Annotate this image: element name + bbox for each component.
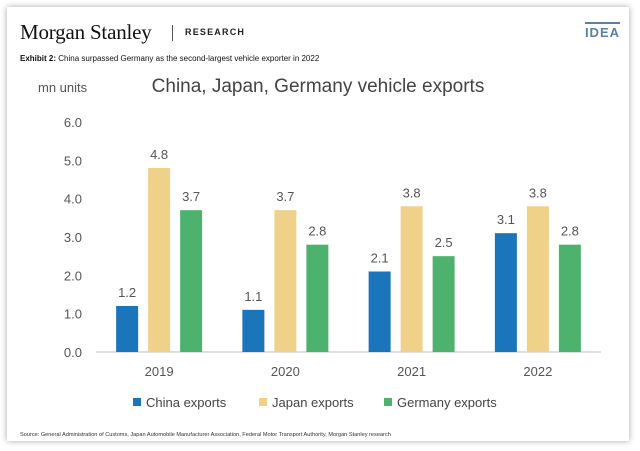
bars-group: 1.2 4.8 3.7 1.1 3.7 2.8 2.1 3.8 2.5 3.1 3.8 2.8 [116, 147, 581, 352]
y-tick-label: 6.0 [64, 115, 82, 130]
bar [148, 168, 171, 352]
y-tick-label: 3.0 [64, 230, 82, 245]
legend-label: China exports [146, 395, 227, 410]
bar [432, 256, 455, 352]
y-tick-label: 1.0 [64, 307, 82, 322]
bar [242, 309, 265, 352]
bar [558, 244, 581, 352]
y-tick-label: 0.0 [64, 345, 82, 360]
data-label: 1.1 [244, 289, 262, 304]
y-tick-label: 2.0 [64, 268, 82, 283]
brand-logo: Morgan Stanley [20, 20, 152, 44]
bar [180, 210, 203, 352]
legend-label: Germany exports [397, 395, 497, 410]
x-axis-ticks: 2019 2020 2021 2022 [145, 364, 553, 379]
exhibit-number: Exhibit 2: [20, 54, 57, 63]
bar [306, 244, 329, 352]
header-divider [172, 25, 173, 41]
x-tick-label: 2019 [145, 364, 174, 379]
data-label: 2.8 [308, 224, 326, 239]
data-label: 2.1 [371, 251, 389, 266]
exhibit-card: Morgan Stanley RESEARCH IDEA Exhibit 2: … [7, 7, 629, 441]
y-tick-label: 5.0 [64, 153, 82, 168]
bar [116, 306, 139, 352]
y-axis-label: mn units [38, 80, 88, 95]
x-tick-label: 2020 [271, 364, 300, 379]
exhibit-caption: Exhibit 2: China surpassed Germany as th… [20, 54, 319, 63]
section-label: RESEARCH [185, 27, 246, 37]
y-tick-label: 4.0 [64, 192, 82, 207]
legend: China exports Japan exports Germany export… [133, 395, 497, 410]
bar [274, 210, 297, 352]
data-label: 3.8 [529, 185, 547, 200]
x-tick-label: 2021 [397, 364, 426, 379]
data-label: 4.8 [150, 147, 168, 162]
bar [400, 206, 423, 352]
data-label: 3.7 [276, 189, 294, 204]
source-note: Source: General Administration of Custom… [20, 432, 391, 438]
legend-swatch [133, 398, 141, 406]
legend-swatch [384, 398, 392, 406]
data-label: 2.8 [561, 224, 579, 239]
exhibit-title: China surpassed Germany as the second-la… [58, 54, 320, 63]
bar [368, 271, 391, 352]
data-label: 3.8 [403, 185, 421, 200]
data-label: 3.1 [497, 212, 515, 227]
legend-swatch [259, 398, 267, 406]
bar [526, 206, 549, 352]
data-label: 2.5 [435, 235, 453, 250]
bar [494, 233, 517, 352]
legend-label: Japan exports [272, 395, 354, 410]
x-tick-label: 2022 [523, 364, 552, 379]
chart-title: China, Japan, Germany vehicle exports [152, 76, 485, 97]
data-label: 1.2 [118, 285, 136, 300]
data-label: 3.7 [182, 189, 200, 204]
y-axis-ticks: 0.0 1.0 2.0 3.0 4.0 5.0 6.0 [64, 115, 82, 360]
idea-badge: IDEA [584, 22, 620, 40]
